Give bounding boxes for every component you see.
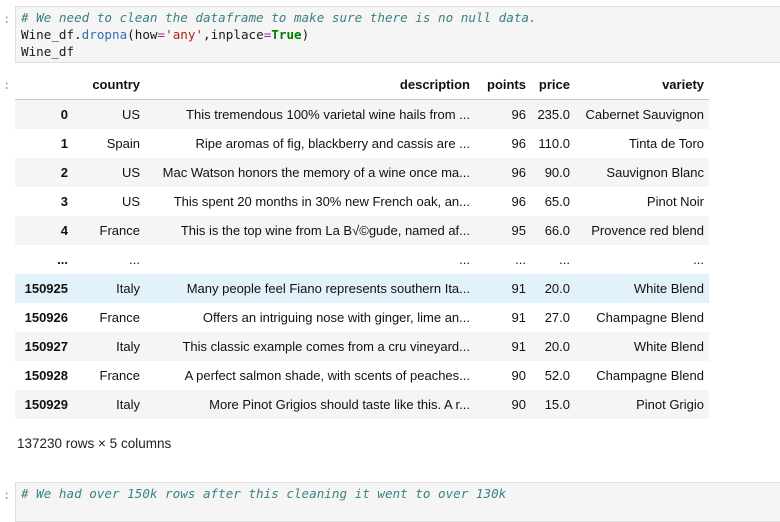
- table-row: 150926 France Offers an intriguing nose …: [15, 303, 709, 332]
- column-header-variety: variety: [575, 70, 709, 100]
- table-row: 2 US Mac Watson honors the memory of a w…: [15, 158, 709, 187]
- row-index: ...: [57, 252, 68, 267]
- cell-description: This spent 20 months in 30% new French o…: [173, 194, 470, 209]
- cell-points: ...: [515, 252, 526, 267]
- cell-prompt-marker: :: [3, 12, 11, 26]
- cell-variety: White Blend: [633, 339, 704, 354]
- code-comment-line-2: # We had over 150k rows after this clean…: [21, 486, 507, 501]
- cell-description: More Pinot Grigios should taste like thi…: [209, 397, 470, 412]
- cell-price: 27.0: [544, 310, 570, 325]
- cell-country: France: [99, 223, 140, 238]
- cell-price: 65.0: [544, 194, 570, 209]
- cell-country: France: [99, 368, 140, 383]
- cell-points: 96: [511, 194, 526, 209]
- table-row: 150928 France A perfect salmon shade, wi…: [15, 361, 709, 390]
- table-header-row: country description points price variety: [15, 70, 709, 100]
- cell-variety: ...: [693, 252, 704, 267]
- table-row: 3 US This spent 20 months in 30% new Fre…: [15, 187, 709, 216]
- cell-description: This classic example comes from a cru vi…: [182, 339, 470, 354]
- code-cell-comment[interactable]: # We had over 150k rows after this clean…: [15, 482, 780, 522]
- cell-variety: White Blend: [633, 281, 704, 296]
- cell-points: 96: [511, 107, 526, 122]
- cell-variety: Cabernet Sauvignon: [585, 107, 704, 122]
- cell-description: Ripe aromas of fig, blackberry and cassi…: [195, 136, 470, 151]
- cell-variety: Champagne Blend: [596, 368, 704, 383]
- cell-description: This is the top wine from La B√©gude, na…: [180, 223, 470, 238]
- cell-country: France: [99, 310, 140, 325]
- cell-description: ...: [459, 252, 470, 267]
- cell-price: 66.0: [544, 223, 570, 238]
- row-index: 3: [60, 194, 68, 209]
- cell-country: US: [121, 165, 140, 180]
- cell-points: 91: [511, 281, 526, 296]
- cell-variety: Sauvignon Blanc: [606, 165, 704, 180]
- table-row: 1 Spain Ripe aromas of fig, blackberry a…: [15, 129, 709, 158]
- column-header-points: points: [475, 70, 531, 100]
- column-header-country: country: [73, 70, 145, 100]
- table-row: 150927 Italy This classic example comes …: [15, 332, 709, 361]
- cell-price: 15.0: [544, 397, 570, 412]
- cell-points: 90: [511, 397, 526, 412]
- table-row-ellipsis: ... ... ... ... ... ...: [15, 245, 709, 274]
- cell-variety: Pinot Noir: [646, 194, 704, 209]
- cell-description: Many people feel Fiano represents southe…: [186, 281, 470, 296]
- table-row: 4 France This is the top wine from La B√…: [15, 216, 709, 245]
- cell-points: 91: [511, 339, 526, 354]
- output-prompt-marker: :: [3, 78, 11, 92]
- cell-country: Italy: [116, 339, 140, 354]
- row-index: 2: [60, 165, 68, 180]
- table-row: 0 US This tremendous 100% varietal wine …: [15, 99, 709, 129]
- cell-variety: Provence red blend: [591, 223, 704, 238]
- cell-variety: Champagne Blend: [596, 310, 704, 325]
- cell-country: Italy: [116, 397, 140, 412]
- column-header-description: description: [145, 70, 475, 100]
- code-cell-dropna[interactable]: # We need to clean the dataframe to make…: [15, 6, 780, 63]
- cell-price: 110.0: [538, 136, 570, 151]
- cell-country: Spain: [106, 136, 140, 151]
- cell-description: This tremendous 100% varietal wine hails…: [186, 107, 470, 122]
- cell-description: Mac Watson honors the memory of a wine o…: [162, 165, 470, 180]
- code-dropna-line: Wine_df.dropna(how='any',inplace=True): [21, 27, 310, 42]
- row-index: 0: [60, 107, 68, 122]
- cell-price: 90.0: [544, 165, 570, 180]
- row-index: 150926: [24, 310, 68, 325]
- row-index: 150928: [24, 368, 68, 383]
- cell-points: 96: [511, 136, 526, 151]
- cell-price: ...: [559, 252, 570, 267]
- cell-prompt-marker-2: :: [3, 488, 11, 502]
- cell-points: 91: [511, 310, 526, 325]
- code-display-line: Wine_df: [21, 44, 75, 59]
- dataframe-shape-text: 137230 rows × 5 columns: [17, 436, 172, 451]
- cell-variety: Pinot Grigio: [636, 397, 704, 412]
- row-index: 150929: [24, 397, 68, 412]
- row-index: 150925: [24, 281, 68, 296]
- cell-description: A perfect salmon shade, with scents of p…: [184, 368, 470, 383]
- cell-description: Offers an intriguing nose with ginger, l…: [202, 310, 470, 325]
- column-header-price: price: [531, 70, 575, 100]
- cell-price: 20.0: [544, 281, 570, 296]
- column-header-index: [15, 70, 73, 100]
- cell-price: 52.0: [544, 368, 570, 383]
- cell-price: 20.0: [544, 339, 570, 354]
- cell-country: US: [121, 194, 140, 209]
- row-index: 1: [60, 136, 68, 151]
- cell-points: 90: [511, 368, 526, 383]
- table-row: 150929 Italy More Pinot Grigios should t…: [15, 390, 709, 419]
- cell-variety: Tinta de Toro: [628, 136, 704, 151]
- cell-price: 235.0: [537, 107, 570, 122]
- dataframe-table: country description points price variety…: [15, 70, 709, 419]
- code-comment-line: # We need to clean the dataframe to make…: [21, 10, 537, 25]
- cell-country: Italy: [116, 281, 140, 296]
- row-index: 150927: [24, 339, 68, 354]
- cell-points: 95: [511, 223, 526, 238]
- cell-country: ...: [129, 252, 140, 267]
- cell-points: 96: [511, 165, 526, 180]
- row-index: 4: [60, 223, 68, 238]
- cell-country: US: [121, 107, 140, 122]
- dataframe-output: country description points price variety…: [15, 70, 709, 419]
- table-row-hovered: 150925 Italy Many people feel Fiano repr…: [15, 274, 709, 303]
